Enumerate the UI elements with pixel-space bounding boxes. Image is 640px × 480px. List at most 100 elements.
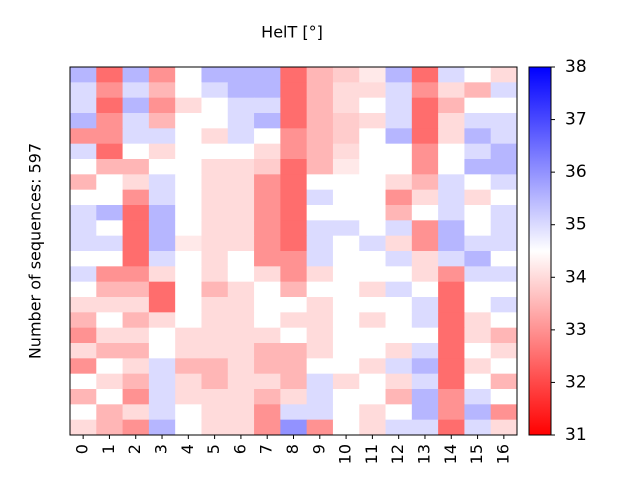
x-tick-label: 9 <box>309 444 328 454</box>
heatmap-cell <box>70 174 97 191</box>
heatmap-cell <box>254 281 281 298</box>
heatmap-cell <box>175 404 202 421</box>
heatmap-cell <box>122 327 150 344</box>
heatmap-cell <box>175 373 202 390</box>
heatmap-cell <box>280 251 308 267</box>
heatmap-cell <box>148 220 176 237</box>
heatmap-cell <box>411 82 439 99</box>
heatmap-cell <box>359 159 386 175</box>
heatmap-cell <box>148 281 176 298</box>
heatmap-cell <box>359 189 386 206</box>
heatmap-cell <box>385 174 413 191</box>
heatmap-cell <box>306 82 334 99</box>
heatmap-cell <box>201 67 229 83</box>
heatmap-cell <box>70 312 97 329</box>
heatmap-cell <box>96 281 123 298</box>
x-tick-label: 15 <box>467 444 486 464</box>
x-tick-label: 14 <box>441 444 460 464</box>
y-axis-label: Number of sequences: 597 <box>26 143 45 359</box>
heatmap-cell <box>175 174 202 191</box>
heatmap-cell <box>490 82 518 99</box>
heatmap-cell <box>96 235 123 252</box>
heatmap-cell <box>490 251 518 267</box>
heatmap-cell <box>175 205 202 221</box>
heatmap-cell <box>464 281 492 298</box>
heatmap-cell <box>254 389 281 405</box>
heatmap-cell <box>464 404 492 421</box>
heatmap-cell <box>148 189 176 206</box>
heatmap-cell <box>332 312 360 329</box>
heatmap-cell <box>280 297 308 313</box>
heatmap-cell <box>280 281 308 298</box>
heatmap-cell <box>227 373 255 390</box>
heatmap-cell <box>227 67 255 83</box>
heatmap-cell <box>306 220 334 237</box>
colorbar-tick-label: 36 <box>565 162 587 182</box>
heatmap-cell <box>411 113 439 129</box>
heatmap-cell <box>96 143 123 160</box>
heatmap-cell <box>122 235 150 252</box>
heatmap-cell <box>359 327 386 344</box>
heatmap-cell <box>148 143 176 160</box>
heatmap-cell <box>254 373 281 390</box>
heatmap-cell <box>490 159 518 175</box>
heatmap-cell <box>438 373 465 390</box>
heatmap-cell <box>359 358 386 375</box>
heatmap-cell <box>227 281 255 298</box>
heatmap-cell <box>359 67 386 83</box>
heatmap-cell <box>306 113 334 129</box>
heatmap-cell <box>227 235 255 252</box>
heatmap-cell <box>359 97 386 114</box>
heatmap-cell <box>332 143 360 160</box>
heatmap-cell <box>122 143 150 160</box>
heatmap-cell <box>201 235 229 252</box>
heatmap-cell <box>385 327 413 344</box>
heatmap-cell <box>332 281 360 298</box>
heatmap-cell <box>359 404 386 421</box>
heatmap-cell <box>175 143 202 160</box>
heatmap-cell <box>332 174 360 191</box>
heatmap-cell <box>280 189 308 206</box>
heatmap-cell <box>227 113 255 129</box>
heatmap-cell <box>70 82 97 99</box>
heatmap-cell <box>490 220 518 237</box>
heatmap-cell <box>175 266 202 283</box>
heatmap-cell <box>332 97 360 114</box>
heatmap-cell <box>385 312 413 329</box>
heatmap-cell <box>464 205 492 221</box>
heatmap-cell <box>464 358 492 375</box>
heatmap-cell <box>332 419 360 436</box>
heatmap-cell <box>464 312 492 329</box>
heatmap-cell <box>201 343 229 359</box>
heatmap-cell <box>70 327 97 344</box>
heatmap-cell <box>438 312 465 329</box>
heatmap-cell <box>438 143 465 160</box>
heatmap-cell <box>201 220 229 237</box>
heatmap-cell <box>175 159 202 175</box>
heatmap-cell <box>96 358 123 375</box>
heatmap-cell <box>96 128 123 145</box>
heatmap-cell <box>306 235 334 252</box>
heatmap-cell <box>175 312 202 329</box>
chart-title: HelT [°] <box>261 23 323 42</box>
heatmap-cell <box>254 220 281 237</box>
heatmap-cell <box>411 358 439 375</box>
colorbar-tick-label: 35 <box>565 215 587 235</box>
heatmap-cell <box>201 297 229 313</box>
heatmap-cell <box>280 143 308 160</box>
heatmap-cell <box>254 205 281 221</box>
colorbar-tick-label: 34 <box>565 267 587 287</box>
x-tick-label: 2 <box>125 444 144 454</box>
heatmap-cell <box>490 189 518 206</box>
heatmap-cell <box>438 128 465 145</box>
heatmap-cell <box>201 189 229 206</box>
heatmap-cell <box>490 343 518 359</box>
heatmap-cell <box>227 404 255 421</box>
heatmap-cell <box>438 189 465 206</box>
heatmap-cell <box>70 266 97 283</box>
heatmap-cell <box>96 297 123 313</box>
heatmap-cell <box>148 235 176 252</box>
heatmap-cell <box>490 266 518 283</box>
heatmap-cell <box>359 281 386 298</box>
heatmap-cell <box>280 67 308 83</box>
